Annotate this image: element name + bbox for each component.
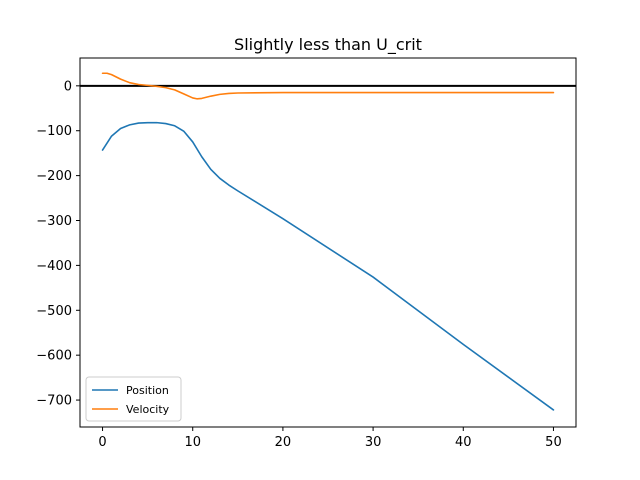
axes-frame (79, 57, 577, 428)
y-tick-label: −700 (36, 394, 72, 409)
chart-title: Slightly less than U_crit (234, 35, 422, 55)
x-tick-label: 0 (98, 435, 106, 450)
legend: Position Velocity (85, 376, 182, 422)
plot-area: 0 10 20 30 40 50 0 −100 −200 −300 −400 −500 −600 −700 (36, 72, 576, 450)
y-tick-label: −100 (36, 124, 72, 139)
series-line-velocity (101, 72, 555, 100)
x-tick-label: 10 (184, 435, 201, 450)
y-tick-label: −300 (36, 214, 72, 229)
y-tick-label: −600 (36, 349, 72, 364)
x-tick-label: 30 (365, 435, 382, 450)
y-tick-label: −400 (36, 259, 72, 274)
series-line-position (101, 121, 555, 411)
x-tick-label: 50 (545, 435, 562, 450)
y-tick-label: 0 (64, 79, 72, 94)
legend-label-velocity: Velocity (126, 403, 170, 416)
x-tick-label: 40 (455, 435, 472, 450)
legend-box (85, 376, 182, 422)
legend-label-position: Position (126, 384, 169, 397)
y-tick-label: −200 (36, 169, 72, 184)
y-tick-label: −500 (36, 304, 72, 319)
x-tick-label: 20 (275, 435, 292, 450)
